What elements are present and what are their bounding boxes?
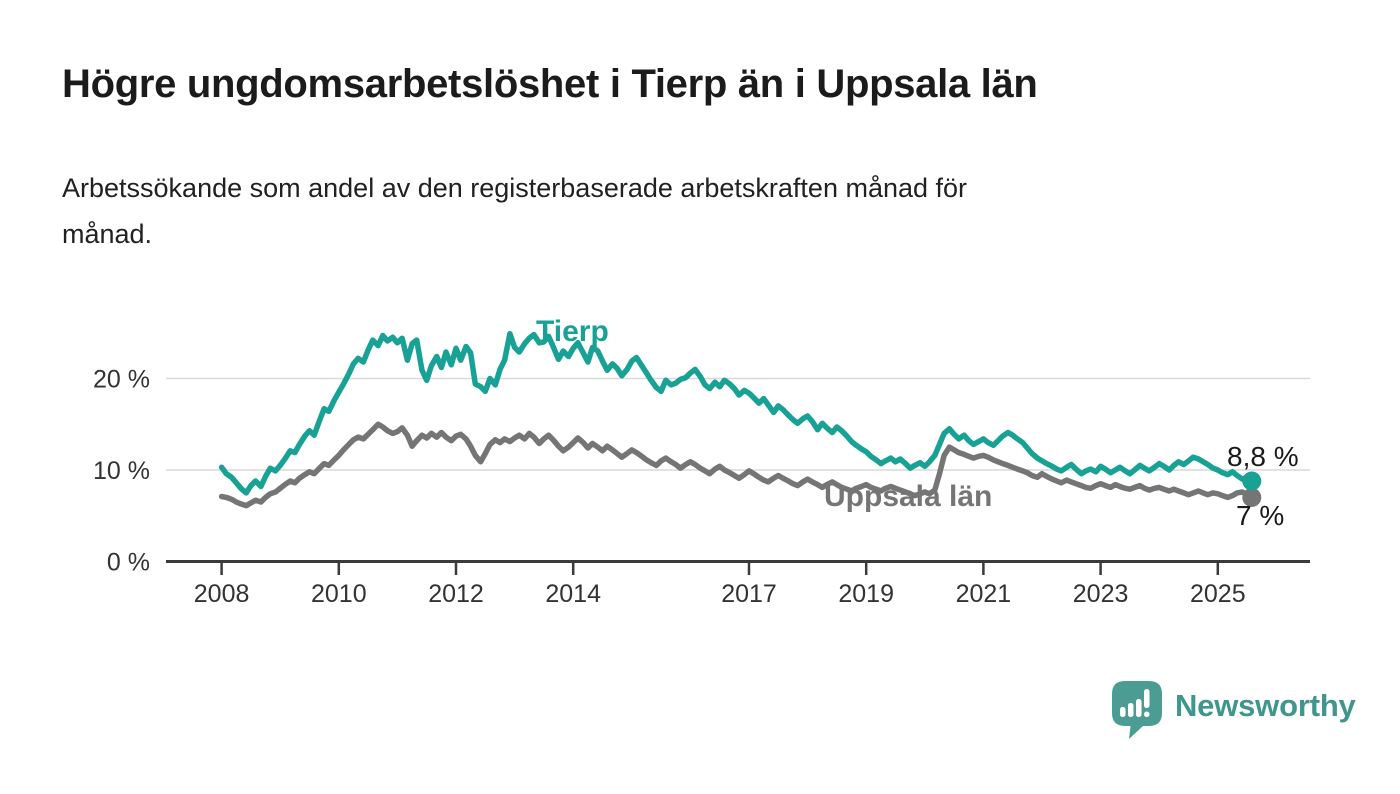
end-value-label-tierp: 8,8 %: [1227, 441, 1299, 472]
end-value-label-uppsala-län: 7 %: [1236, 500, 1284, 531]
x-tick-label: 2017: [721, 580, 777, 608]
x-tick-label: 2025: [1190, 580, 1246, 608]
x-tick-label: 2008: [194, 580, 250, 608]
newsworthy-logo-text: Newsworthy: [1175, 688, 1356, 723]
chart-subtitle: Arbetssökande som andel av den registerb…: [62, 165, 967, 257]
page-title: Högre ungdomsarbetslöshet i Tierp än i U…: [62, 62, 1038, 106]
series-line-tierp: [218, 330, 1255, 496]
x-tick-label: 2021: [956, 580, 1012, 608]
series-end-dot-tierp: [1242, 471, 1262, 491]
x-tick-label: 2010: [311, 580, 367, 608]
series-line-uppsala-län: [218, 421, 1255, 509]
series-end-dot-uppsala-län: [1242, 487, 1262, 507]
x-tick-label: 2014: [545, 580, 601, 608]
y-tick-label: 20 %: [93, 366, 150, 394]
newsworthy-speech-bubble-chart-icon: [1112, 681, 1162, 739]
y-tick-label: 0 %: [107, 549, 150, 577]
series-label-uppsala-län: Uppsala län: [824, 480, 992, 513]
x-tick-label: 2012: [428, 580, 484, 608]
x-tick-label: 2023: [1073, 580, 1129, 608]
chart-subtitle-line-2: månad.: [62, 219, 153, 249]
x-tick-label: 2019: [838, 580, 894, 608]
newsworthy-logo: Newsworthy: [1112, 681, 1356, 739]
bar-chart-exclamation-glyph: [1120, 689, 1150, 717]
y-tick-label: 10 %: [93, 457, 150, 485]
series-label-tierp: Tierp: [536, 315, 609, 348]
chart-subtitle-line-1: Arbetssökande som andel av den registerb…: [62, 173, 968, 203]
